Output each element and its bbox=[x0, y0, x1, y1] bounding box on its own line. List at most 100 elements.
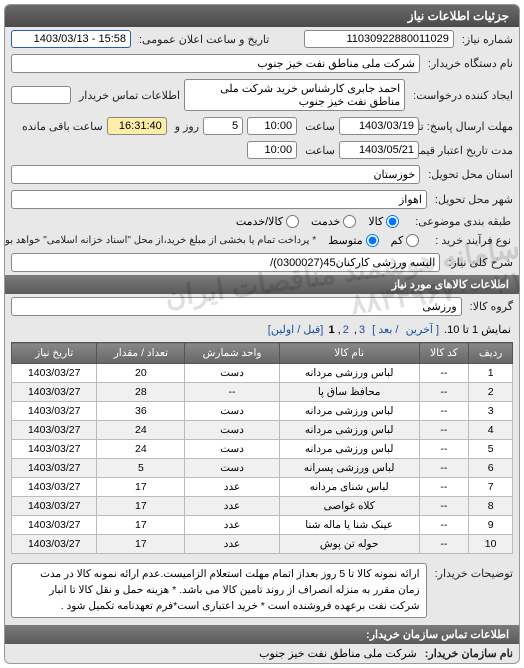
table-cell: 1403/03/27 bbox=[12, 535, 97, 554]
table-header-cell: نام کالا bbox=[279, 343, 419, 364]
table-row[interactable]: 10--حوله تن پوشعدد171403/03/27 bbox=[12, 535, 513, 554]
table-cell: 1403/03/27 bbox=[12, 383, 97, 402]
radio-mid[interactable]: متوسط bbox=[328, 234, 379, 247]
radio-goods[interactable]: کالا bbox=[368, 215, 399, 228]
label-province: استان محل تحویل: bbox=[424, 168, 513, 181]
table-cell: دست bbox=[185, 440, 279, 459]
table-cell: 17 bbox=[97, 497, 185, 516]
table-cell: 9 bbox=[469, 516, 513, 535]
table-cell: دست bbox=[185, 459, 279, 478]
table-row[interactable]: 4--لباس ورزشی مردانهدست241403/03/27 bbox=[12, 421, 513, 440]
table-row[interactable]: 2--محافظ ساق پا--281403/03/27 bbox=[12, 383, 513, 402]
table-cell: -- bbox=[419, 440, 469, 459]
pager-text: نمایش 1 تا 10. bbox=[444, 324, 511, 336]
field-deadline-time: 10:00 bbox=[247, 117, 297, 135]
table-row[interactable]: 6--لباس ورزشی پسرانهدست51403/03/27 bbox=[12, 459, 513, 478]
label-remain: ساعت باقی مانده bbox=[18, 120, 103, 133]
items-table: ردیفکد کالانام کالاواحد شمارشتعداد / مقد… bbox=[11, 342, 513, 554]
table-cell: 1403/03/27 bbox=[12, 478, 97, 497]
table-row[interactable]: 5--لباس ورزشی مردانهدست241403/03/27 bbox=[12, 440, 513, 459]
table-cell: 24 bbox=[97, 440, 185, 459]
radio-service[interactable]: خدمت bbox=[311, 215, 356, 228]
buyer-notes-text: ارائه نمونه کالا تا 5 روز بعداز اتمام مه… bbox=[11, 563, 427, 618]
table-cell: عدد bbox=[185, 497, 279, 516]
pager-next[interactable]: / بعد ] bbox=[372, 324, 398, 336]
main-panel: جزئیات اطلاعات نیاز شماره نیاز: 11030922… bbox=[4, 4, 520, 664]
label-buyer-org: نام دستگاه خریدار: bbox=[424, 57, 513, 70]
table-cell: عدد bbox=[185, 478, 279, 497]
table-cell: لباس ورزشی مردانه bbox=[279, 421, 419, 440]
table-cell: لباس ورزشی مردانه bbox=[279, 440, 419, 459]
field-request-no: 11030922880011029 bbox=[304, 30, 454, 48]
table-header-cell: تعداد / مقدار bbox=[97, 343, 185, 364]
table-cell: 1403/03/27 bbox=[12, 440, 97, 459]
table-cell: 5 bbox=[469, 440, 513, 459]
field-validity-date: 1403/05/21 bbox=[339, 141, 419, 159]
label-time-1: ساعت bbox=[301, 120, 335, 133]
label-process: نوع فرآیند خرید : bbox=[431, 234, 511, 247]
table-header-cell: ردیف bbox=[469, 343, 513, 364]
pager-p2[interactable]: 2 bbox=[343, 324, 349, 336]
row-requester: ایجاد کننده درخواست: احمد جابری کارشناس … bbox=[5, 76, 519, 114]
table-cell: 17 bbox=[97, 535, 185, 554]
row-desc: شرح کلی نیاز: البسه ورزشی کارکنان45(0300… bbox=[5, 250, 519, 275]
table-cell: -- bbox=[419, 459, 469, 478]
field-validity-time: 10:00 bbox=[247, 141, 297, 159]
radio-service-input[interactable] bbox=[343, 215, 356, 228]
table-cell: 10 bbox=[469, 535, 513, 554]
table-cell: عینک شنا یا ماله شنا bbox=[279, 516, 419, 535]
table-cell: لباس شنای مردانه bbox=[279, 478, 419, 497]
table-row[interactable]: 1--لباس ورزشی مردانهدست201403/03/27 bbox=[12, 364, 513, 383]
table-cell: عدد bbox=[185, 516, 279, 535]
label-contact-org: نام سازمان خریدار: bbox=[421, 647, 513, 660]
table-cell: -- bbox=[419, 478, 469, 497]
field-buyer-org: شرکت ملی مناطق نفت خیز جنوب bbox=[11, 54, 420, 73]
table-cell: عدد bbox=[185, 535, 279, 554]
table-row[interactable]: 9--عینک شنا یا ماله شناعدد171403/03/27 bbox=[12, 516, 513, 535]
field-city: اهواز bbox=[11, 190, 427, 209]
table-cell: دست bbox=[185, 421, 279, 440]
label-packaging: طبقه بندی موضوعی: bbox=[411, 215, 511, 228]
table-cell: -- bbox=[419, 364, 469, 383]
table-cell: لباس ورزشی مردانه bbox=[279, 364, 419, 383]
table-cell: 1403/03/27 bbox=[12, 421, 97, 440]
table-row[interactable]: 3--لباس ورزشی مردانهدست361403/03/27 bbox=[12, 402, 513, 421]
field-remain: 16:31:40 bbox=[107, 117, 167, 135]
field-public-date: 15:58 - 1403/03/13 bbox=[11, 30, 131, 48]
table-row[interactable]: 7--لباس شنای مردانهعدد171403/03/27 bbox=[12, 478, 513, 497]
field-buyer-contact bbox=[11, 86, 71, 104]
row-group: گروه کالا: ورزشی bbox=[5, 294, 519, 319]
pager-p3[interactable]: 3 bbox=[359, 324, 365, 336]
radio-both[interactable]: کالا/خدمت bbox=[236, 215, 299, 228]
table-cell: دست bbox=[185, 364, 279, 383]
table-cell: 7 bbox=[469, 478, 513, 497]
table-cell: -- bbox=[419, 497, 469, 516]
process-note: * پرداخت تمام یا بخشی از مبلغ خرید،از مح… bbox=[4, 235, 316, 246]
table-cell: 3 bbox=[469, 402, 513, 421]
table-cell: -- bbox=[419, 402, 469, 421]
table-header-cell: تاریخ نیاز bbox=[12, 343, 97, 364]
table-cell: 17 bbox=[97, 478, 185, 497]
pager-first[interactable]: [قبل / اولین] bbox=[268, 324, 324, 336]
table-cell: 1403/03/27 bbox=[12, 364, 97, 383]
table-header-cell: کد کالا bbox=[419, 343, 469, 364]
table-cell: لباس ورزشی پسرانه bbox=[279, 459, 419, 478]
pager-last[interactable]: [ آخرین bbox=[406, 324, 439, 336]
table-cell: 36 bbox=[97, 402, 185, 421]
table-cell: -- bbox=[419, 421, 469, 440]
table-cell: -- bbox=[185, 383, 279, 402]
radio-low-input[interactable] bbox=[406, 234, 419, 247]
label-group: گروه کالا: bbox=[466, 300, 513, 313]
table-cell: 6 bbox=[469, 459, 513, 478]
row-city: شهر محل تحویل: اهواز bbox=[5, 187, 519, 212]
radio-both-input[interactable] bbox=[286, 215, 299, 228]
radio-mid-input[interactable] bbox=[366, 234, 379, 247]
row-validity: مدت تاریخ اعتبار قیمت: تا تاریخ: 1403/05… bbox=[5, 138, 519, 162]
table-cell: حوله تن پوش bbox=[279, 535, 419, 554]
radio-low[interactable]: کم bbox=[391, 234, 420, 247]
label-city: شهر محل تحویل: bbox=[431, 193, 513, 206]
pager-p1: 1 bbox=[328, 324, 334, 336]
table-row[interactable]: 8--کلاه غواصیعدد171403/03/27 bbox=[12, 497, 513, 516]
row-deadline: مهلت ارسال پاسخ: تا تاریخ: 1403/03/19 سا… bbox=[5, 114, 519, 138]
radio-goods-input[interactable] bbox=[386, 215, 399, 228]
